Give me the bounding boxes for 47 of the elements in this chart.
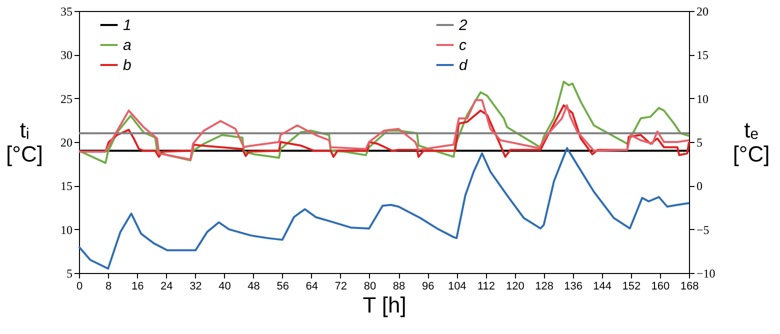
y-axis-title: tᵢ [°C] [6,118,43,166]
legend-label: c [459,37,467,54]
x-tick-label: 96 [422,280,434,292]
x-tick-label: 160 [651,280,670,292]
x-tick-label: 56 [276,280,289,292]
y2-tick-label: −5 [696,222,710,237]
x-tick-label: 88 [392,280,406,292]
x-tick-label: 128 [535,280,554,292]
y-tick-label: 15 [60,179,72,194]
x-tick-label: 16 [131,280,144,292]
x-tick-label: 104 [448,280,466,292]
y-tick-label: 35 [60,4,72,18]
line-series [78,80,690,164]
legend-label: a [123,37,132,54]
y-tick-label: 10 [60,222,72,237]
x-tick-label: 80 [364,280,376,292]
x-tick-label: 144 [593,280,612,292]
x-tick-label: 152 [622,280,641,292]
y2-axis-title: tₑ [°C] [732,118,770,166]
y2-tick-label: 0 [696,179,702,194]
y-tick-label: 25 [60,92,72,106]
legend-label: 1 [123,17,132,34]
x-tick-label: 24 [160,280,173,292]
x-tick-label: 40 [218,280,231,292]
x-tick-label: 0 [76,280,83,292]
x-tick-label: 32 [190,280,202,292]
y-tick-label: 5 [66,266,72,280]
x-tick-label: 112 [477,280,495,292]
legend-label: b [123,57,132,74]
legend-label: d [459,57,468,74]
y2-tick-label: 10 [696,92,708,106]
y-tick-label: 30 [60,48,72,62]
y-tick-label: 20 [60,136,72,150]
x-tick-label: 48 [248,280,260,292]
line-series [78,147,690,270]
y2-tick-label: −10 [696,266,716,280]
x-tick-label: 8 [105,280,112,292]
x-tick-label: 64 [306,280,318,292]
x-tick-label: 168 [680,280,699,292]
x-tick-label: 136 [564,280,582,292]
y2-tick-label: 5 [696,136,702,150]
x-tick-label: 72 [334,280,348,292]
y2-tick-label: 15 [696,48,708,62]
x-tick-label: 120 [506,280,524,292]
legend-label: 2 [458,17,468,34]
y2-tick-label: 20 [696,4,708,18]
x-axis-title: T [h] [362,292,406,318]
